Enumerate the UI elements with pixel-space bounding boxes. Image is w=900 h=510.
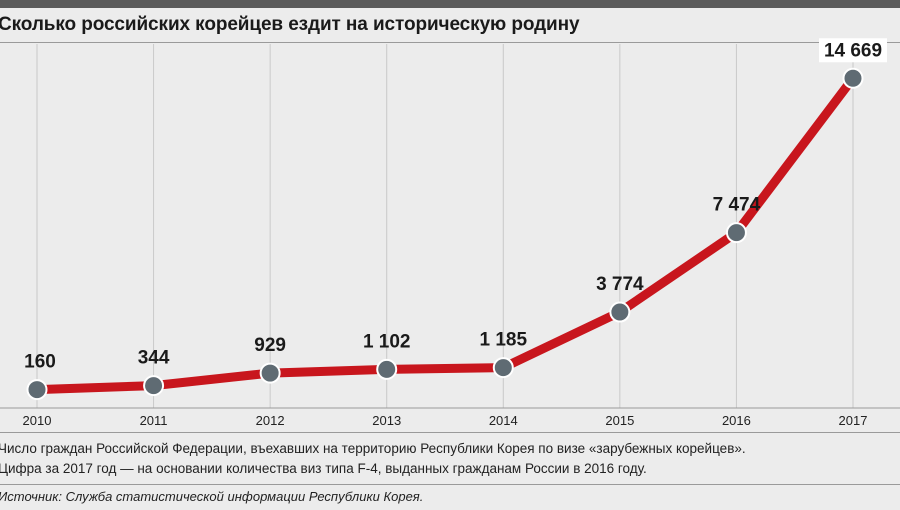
x-tick-2012: 2012 (256, 413, 285, 428)
data-labels: 160 344 929 1 102 1 185 3 774 7 474 14 669 (24, 38, 887, 373)
x-tick-labels: 2010 2011 2012 2013 2014 2015 2016 2017 (23, 413, 868, 428)
data-point-2014 (492, 357, 514, 379)
top-band (0, 0, 900, 8)
data-markers (26, 67, 864, 401)
x-tick-2014: 2014 (489, 413, 518, 428)
x-tick-2010: 2010 (23, 413, 52, 428)
data-label-2013: 1 102 (363, 331, 411, 352)
x-tick-2016: 2016 (722, 413, 751, 428)
source-divider (0, 484, 900, 485)
data-point-2016 (725, 222, 747, 244)
data-point-2015 (609, 301, 631, 323)
x-tick-2013: 2013 (372, 413, 401, 428)
line-chart: 160 344 929 1 102 1 185 3 774 7 474 14 669 2010… (0, 38, 900, 428)
data-label-2014: 1 185 (480, 330, 528, 351)
data-label-2011: 344 (138, 348, 170, 369)
footnote-2: Цифра за 2017 год — на основании количес… (0, 461, 647, 476)
data-point-2017 (842, 67, 864, 89)
data-label-2010: 160 (24, 352, 56, 373)
x-tick-2015: 2015 (605, 413, 634, 428)
x-tick-2017: 2017 (839, 413, 868, 428)
data-line (32, 73, 858, 395)
data-label-2012: 929 (254, 335, 286, 356)
title-divider (0, 42, 900, 43)
x-tick-2011: 2011 (140, 413, 168, 428)
data-point-2010 (26, 379, 48, 401)
data-point-2013 (376, 358, 398, 380)
data-label-2017: 14 669 (824, 40, 882, 61)
notes-divider (0, 432, 900, 433)
data-label-plate (819, 38, 887, 63)
data-point-2012 (259, 362, 281, 384)
gridlines (36, 44, 854, 408)
data-label-2016: 7 474 (713, 195, 761, 216)
series-line (32, 73, 858, 395)
data-point-2011 (143, 375, 165, 397)
chart-title: Сколько российских корейцев ездит на ист… (0, 14, 580, 35)
source-note: Источник: Служба статистической информац… (0, 489, 424, 504)
data-label-2015: 3 774 (596, 274, 644, 295)
footnote-1: Число граждан Российской Федерации, въех… (0, 441, 746, 456)
